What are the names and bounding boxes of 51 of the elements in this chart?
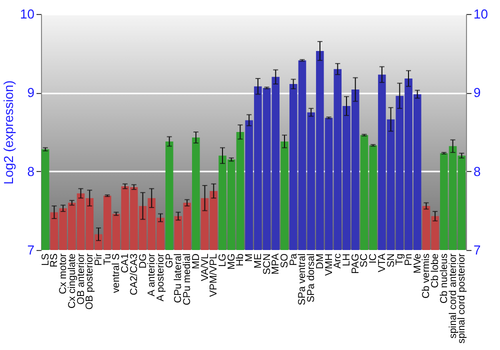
x-tick-label: OB posterior	[84, 252, 96, 310]
x-tick-label: OB anterior	[76, 252, 87, 305]
y2-tick-label: 10	[474, 6, 488, 22]
x-tick-label: SCN	[262, 254, 273, 275]
x-tick-label: A anterior	[146, 252, 158, 296]
x-tick-label: LS	[40, 253, 52, 266]
x-tick-label: Cx cingulate	[66, 253, 78, 309]
x-tick-label: spinal cord posterior	[456, 252, 468, 344]
x-tick-label: VPM/VPL	[208, 253, 220, 297]
x-tick-label: CA2/CA3	[128, 253, 140, 296]
x-tick-label: ventral S	[111, 253, 122, 293]
x-tick-label: CA1	[120, 253, 132, 273]
x-tick-label: VTA	[376, 253, 388, 272]
x-tick-label: MPA	[270, 253, 282, 274]
y2-tick-label: 7	[474, 242, 481, 258]
y-tick-label: 8	[27, 164, 34, 179]
y-tick-label: 9	[27, 85, 34, 100]
y-tick-label: 7	[27, 242, 34, 258]
x-tick-label: RS	[49, 253, 60, 268]
x-tick-label: M	[244, 254, 256, 262]
y2-tick-label: 9	[474, 85, 481, 100]
x-tick-label: Pir	[93, 252, 104, 266]
y2-tick-label: 8	[474, 164, 481, 179]
x-tick-label: MD	[190, 254, 202, 270]
x-tick-label: spinal cord anterior	[448, 252, 459, 339]
x-tick-label: MVe	[412, 253, 424, 274]
x-tick-label: ME	[252, 253, 264, 268]
x-tick-label: SO	[280, 253, 291, 268]
x-tick-label: Tg	[394, 254, 406, 266]
x-tick-label: Pa	[288, 253, 300, 266]
x-tick-label: SPa dorsal	[306, 254, 318, 302]
x-tick-label: Hb	[235, 253, 246, 266]
x-tick-label: IC	[368, 254, 380, 264]
x-tick-label: Pn	[404, 254, 415, 266]
x-tick-label: LH	[342, 254, 353, 266]
x-tick-label: Cb lobe	[430, 253, 442, 288]
x-tick-label: DM	[314, 254, 326, 270]
x-tick-label: DG	[138, 253, 149, 268]
x-tick-label: LG	[217, 253, 228, 267]
x-tick-label: Arc	[332, 254, 344, 268]
x-tick-label: SN	[386, 254, 397, 268]
x-tick-label: A posterior	[155, 252, 166, 302]
y-axis-title: Log2 (expression)	[1, 80, 16, 185]
x-tick-label: Tu	[102, 254, 114, 265]
x-tick-label: PAG	[350, 253, 362, 274]
x-tick-label: GP	[164, 253, 176, 268]
x-tick-label: SC	[359, 254, 370, 268]
y-tick-label: 10	[20, 6, 34, 22]
x-tick-label: CPu medial	[182, 254, 194, 306]
x-tick-label: VMH	[324, 254, 335, 276]
x-tick-label: Cb nucleus	[438, 254, 450, 304]
